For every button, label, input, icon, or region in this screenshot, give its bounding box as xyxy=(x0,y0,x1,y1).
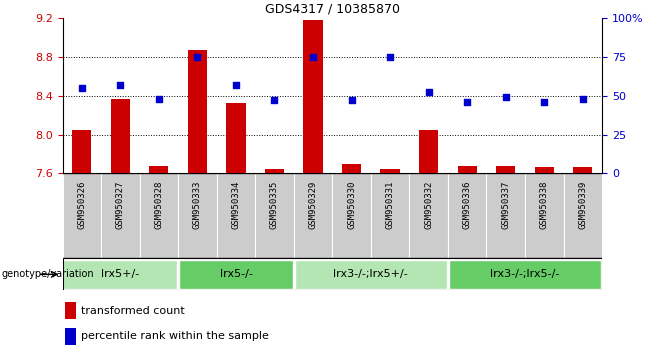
Text: GSM950330: GSM950330 xyxy=(347,180,356,229)
Bar xyxy=(178,18,216,173)
Point xyxy=(192,54,203,59)
Bar xyxy=(65,328,76,345)
Bar xyxy=(332,18,371,173)
Text: GSM950331: GSM950331 xyxy=(386,180,395,229)
Text: GSM950333: GSM950333 xyxy=(193,180,202,229)
Bar xyxy=(380,169,400,173)
Bar xyxy=(216,173,255,258)
Bar xyxy=(419,130,438,173)
Bar xyxy=(496,166,515,173)
Text: GSM950334: GSM950334 xyxy=(232,180,240,229)
Bar xyxy=(63,260,178,289)
Bar xyxy=(409,18,448,173)
Text: lrx5-/-: lrx5-/- xyxy=(220,269,253,279)
Bar xyxy=(265,169,284,173)
Bar xyxy=(449,260,601,289)
Bar xyxy=(293,18,332,173)
Bar xyxy=(457,166,477,173)
Text: GSM950339: GSM950339 xyxy=(578,180,588,229)
Text: GSM950335: GSM950335 xyxy=(270,180,279,229)
Point xyxy=(501,94,511,100)
Bar xyxy=(573,167,592,173)
Bar xyxy=(139,18,178,173)
Text: GSM950327: GSM950327 xyxy=(116,180,125,229)
Bar xyxy=(101,173,139,258)
Bar xyxy=(188,50,207,173)
Bar xyxy=(486,173,525,258)
Bar xyxy=(65,302,76,319)
Bar xyxy=(525,18,563,173)
Point xyxy=(115,82,126,87)
Bar xyxy=(563,173,602,258)
Bar xyxy=(563,18,602,173)
Point xyxy=(308,54,318,59)
Text: GSM950326: GSM950326 xyxy=(77,180,86,229)
Bar xyxy=(295,260,447,289)
Text: GSM950337: GSM950337 xyxy=(501,180,510,229)
Bar xyxy=(255,18,293,173)
Bar xyxy=(255,173,293,258)
Text: lrx5+/-: lrx5+/- xyxy=(101,269,139,279)
Bar xyxy=(332,173,371,258)
Bar xyxy=(179,260,293,289)
Bar xyxy=(226,103,245,173)
Bar xyxy=(303,20,322,173)
Text: GSM950328: GSM950328 xyxy=(155,180,163,229)
Bar xyxy=(486,18,525,173)
Point xyxy=(153,96,164,102)
Point xyxy=(231,82,241,87)
Text: genotype/variation: genotype/variation xyxy=(1,269,94,279)
Bar xyxy=(63,18,101,173)
Bar xyxy=(448,173,486,258)
Text: lrx3-/-;lrx5+/-: lrx3-/-;lrx5+/- xyxy=(334,269,408,279)
Point xyxy=(423,90,434,95)
Point xyxy=(346,97,357,103)
Bar xyxy=(139,173,178,258)
Point xyxy=(539,99,549,105)
Point xyxy=(269,97,280,103)
Bar xyxy=(216,18,255,173)
Text: transformed count: transformed count xyxy=(82,306,185,316)
Title: GDS4317 / 10385870: GDS4317 / 10385870 xyxy=(265,2,400,15)
Bar xyxy=(63,173,101,258)
Bar xyxy=(371,18,409,173)
Bar xyxy=(178,173,216,258)
Bar xyxy=(534,167,554,173)
Text: percentile rank within the sample: percentile rank within the sample xyxy=(82,331,269,341)
Bar xyxy=(525,173,563,258)
Text: GSM950338: GSM950338 xyxy=(540,180,549,229)
Text: GSM950332: GSM950332 xyxy=(424,180,433,229)
Text: lrx3-/-;lrx5-/-: lrx3-/-;lrx5-/- xyxy=(490,269,560,279)
Point xyxy=(462,99,472,105)
Bar xyxy=(149,166,168,173)
Text: GSM950329: GSM950329 xyxy=(309,180,318,229)
Point xyxy=(76,85,87,91)
Bar xyxy=(448,18,486,173)
Bar xyxy=(72,130,91,173)
Bar xyxy=(409,173,448,258)
Text: GSM950336: GSM950336 xyxy=(463,180,472,229)
Point xyxy=(385,54,395,59)
Point xyxy=(578,96,588,102)
Bar xyxy=(342,164,361,173)
Bar xyxy=(293,173,332,258)
Bar xyxy=(101,18,139,173)
Bar xyxy=(371,173,409,258)
Bar xyxy=(111,98,130,173)
